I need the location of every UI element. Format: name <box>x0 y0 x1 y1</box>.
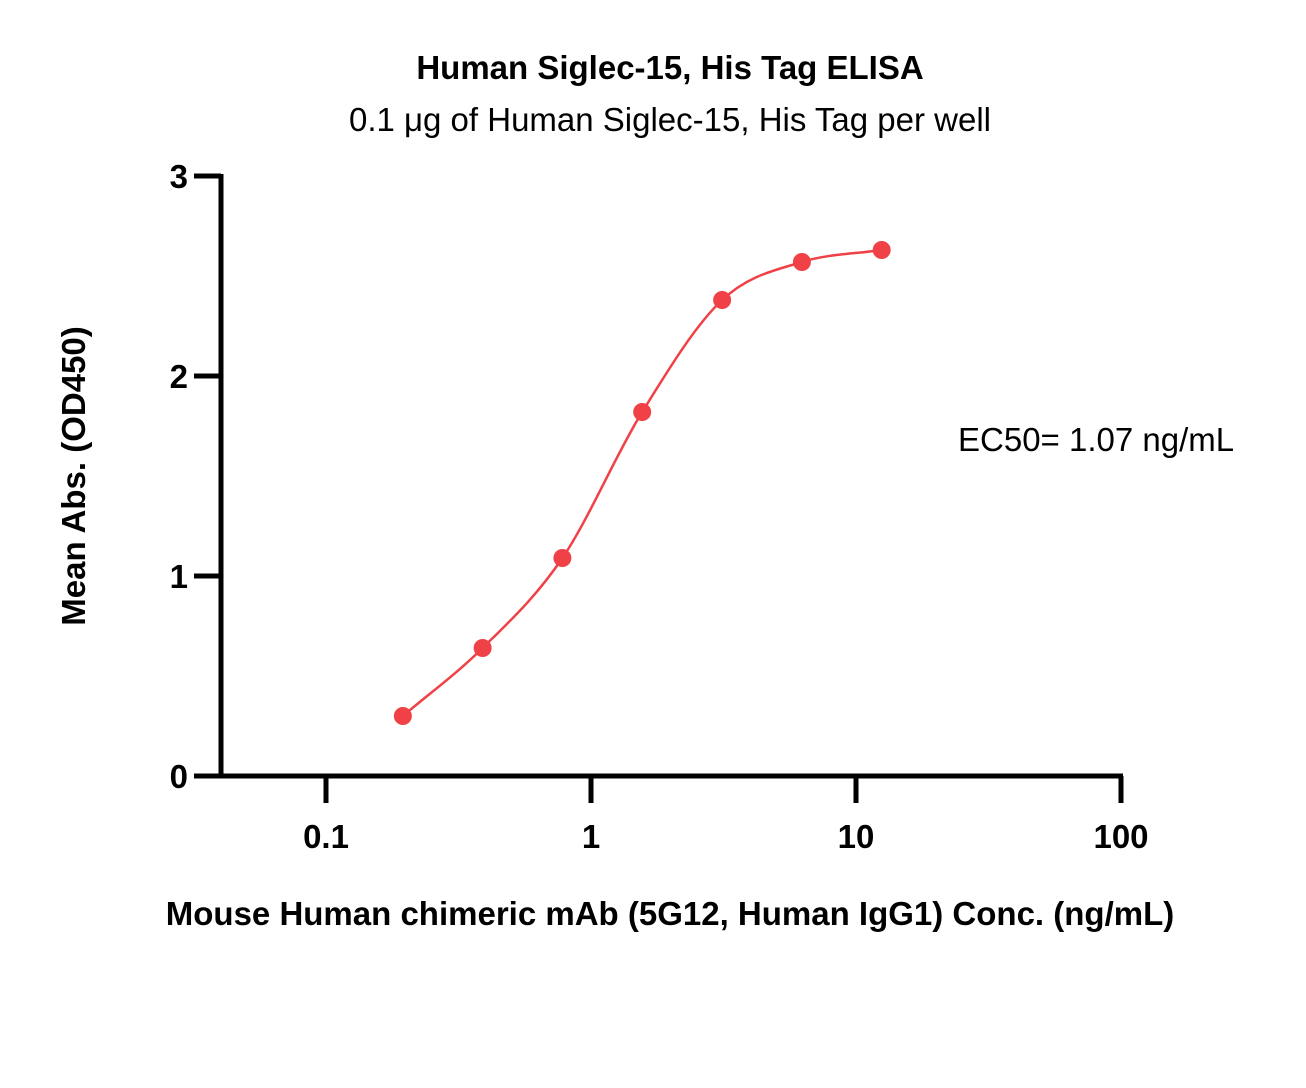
x-tick-label: 1 <box>582 818 600 855</box>
chart-title: Human Siglec-15, His Tag ELISA <box>416 49 923 86</box>
y-tick-label: 0 <box>170 758 188 795</box>
data-point <box>473 639 492 657</box>
x-axis-label: Mouse Human chimeric mAb (5G12, Human Ig… <box>166 895 1174 932</box>
chart-subtitle: 0.1 μg of Human Siglec-15, His Tag per w… <box>349 101 991 138</box>
ec50-annotation: EC50= 1.07 ng/mL <box>958 421 1234 458</box>
y-tick-label: 1 <box>170 558 188 595</box>
x-tick-label: 100 <box>1093 818 1148 855</box>
data-point <box>872 241 891 259</box>
x-tick-label: 10 <box>838 818 875 855</box>
data-point <box>393 707 412 725</box>
data-point <box>553 549 572 567</box>
data-point <box>633 403 652 421</box>
axes: 0 1 2 3 0.1 1 10 100 <box>170 158 1149 855</box>
y-tick-label: 2 <box>170 358 188 395</box>
data-point <box>792 253 811 271</box>
data-point <box>713 291 732 309</box>
data-points-layer <box>393 241 891 725</box>
x-tick-label: 0.1 <box>303 818 349 855</box>
y-axis-label: Mean Abs. (OD450) <box>55 326 92 626</box>
y-tick-label: 3 <box>170 158 188 195</box>
